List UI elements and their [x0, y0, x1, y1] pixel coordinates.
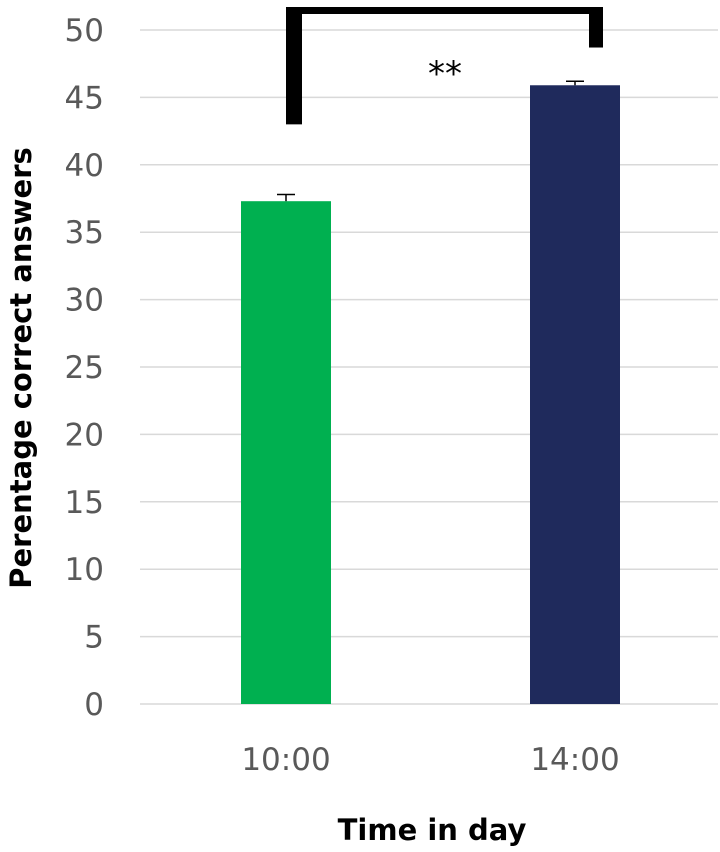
gridlines [140, 29, 718, 705]
x-axis-title: Time in day [338, 813, 527, 847]
y-tick-label: 0 [84, 687, 104, 723]
y-tick-label: 30 [65, 283, 104, 319]
bracket-left-leg [286, 7, 302, 125]
y-tick-label: 15 [65, 485, 104, 521]
y-axis-title: Perentage correct answers [4, 147, 38, 589]
y-tick-label: 20 [65, 417, 104, 453]
bracket-right-leg [589, 7, 603, 48]
y-tick-label: 35 [65, 215, 104, 251]
bar-1400 [530, 85, 620, 704]
y-tick-labels: 0 5 10 15 20 25 30 35 40 45 50 [65, 13, 104, 723]
x-tick-label: 14:00 [530, 742, 619, 778]
significance-label: ** [428, 54, 462, 94]
y-tick-label: 5 [84, 620, 104, 656]
y-tick-label: 45 [65, 80, 104, 116]
error-bars [277, 80, 584, 202]
bars [241, 85, 620, 705]
y-tick-label: 25 [65, 350, 104, 386]
x-tick-labels: 10:00 14:00 [241, 742, 619, 778]
bar-1000 [241, 201, 331, 705]
y-tick-label: 40 [65, 148, 104, 184]
y-tick-label: 10 [65, 552, 104, 588]
y-tick-label: 50 [65, 13, 104, 49]
significance-bracket: ** [286, 7, 603, 125]
bracket-bar [286, 7, 603, 14]
x-tick-label: 10:00 [241, 742, 330, 778]
